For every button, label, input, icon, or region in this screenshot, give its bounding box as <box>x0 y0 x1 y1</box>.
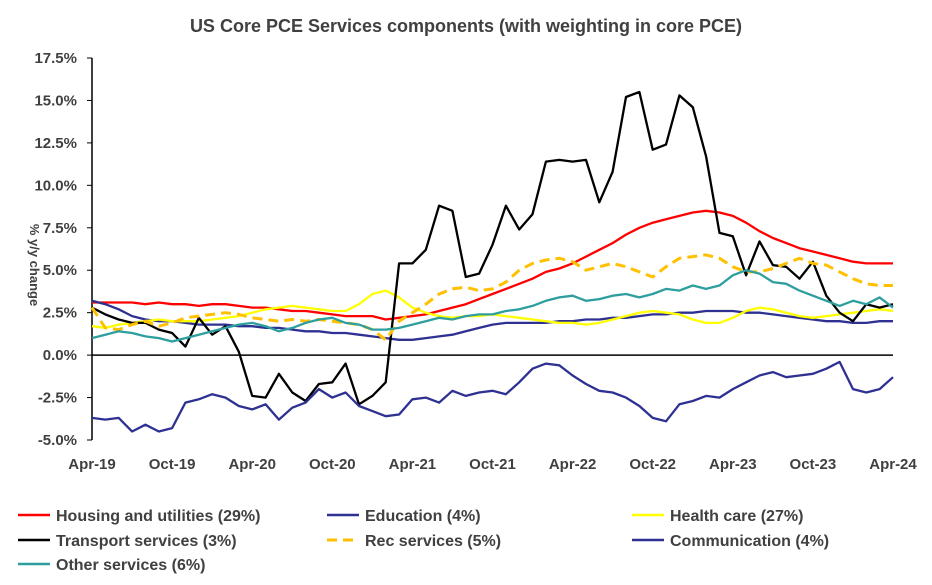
series-lines <box>90 90 894 433</box>
y-tick-labels: 17.5% 15.0% 12.5% 10.0% 7.5% 5.0% 2.5% 0.0% -2.5… <box>34 50 92 449</box>
x-tick-label: Apr-19 <box>68 456 116 473</box>
y-tick-label: 15.0% <box>34 92 77 109</box>
y-tick-label: 7.5% <box>43 220 77 237</box>
x-tick-label: Apr-24 <box>869 456 917 473</box>
legend-label: Health care (27%) <box>670 508 803 525</box>
y-tick-label: -2.5% <box>38 390 77 407</box>
chart-title: US Core PCE Services components (with we… <box>190 16 742 36</box>
x-tick-label: Oct-20 <box>309 456 356 473</box>
legend-label: Education (4%) <box>365 508 481 525</box>
x-tick-label: Oct-23 <box>790 456 837 473</box>
x-tick-label: Oct-21 <box>469 456 516 473</box>
y-axis-label: % y/y change <box>27 224 42 306</box>
legend-label: Other services (6%) <box>56 557 205 574</box>
y-tick-label: 5.0% <box>43 262 77 279</box>
y-tick-label: -5.0% <box>38 432 77 449</box>
x-tick-label: Oct-19 <box>149 456 196 473</box>
series-line <box>91 269 894 343</box>
x-tick-label: Apr-20 <box>228 456 276 473</box>
series-line <box>91 289 894 330</box>
series-line <box>91 90 894 406</box>
x-tick-label: Apr-23 <box>709 456 757 473</box>
y-tick-label: 2.5% <box>43 305 77 322</box>
x-tick-label: Oct-22 <box>629 456 676 473</box>
x-tick-labels: Apr-19 Oct-19 Apr-20 Oct-20 Apr-21 Oct-21 Apr-… <box>68 456 917 473</box>
series-line <box>90 253 893 342</box>
x-tick-label: Apr-21 <box>389 456 437 473</box>
legend: Housing and utilities (29%) Education (4%… <box>18 508 829 574</box>
legend-label: Communication (4%) <box>670 533 829 550</box>
y-tick-label: 17.5% <box>34 50 77 67</box>
legend-label: Transport services (3%) <box>56 533 237 550</box>
y-tick-label: 12.5% <box>34 135 77 152</box>
legend-label: Rec services (5%) <box>365 533 501 550</box>
x-tick-label: Apr-22 <box>549 456 597 473</box>
y-tick-label: 0.0% <box>43 347 77 364</box>
legend-label: Housing and utilities (29%) <box>56 508 260 525</box>
series-line <box>91 299 893 341</box>
y-tick-label: 10.0% <box>34 177 77 194</box>
series-line <box>91 360 894 433</box>
series-line <box>92 209 893 321</box>
